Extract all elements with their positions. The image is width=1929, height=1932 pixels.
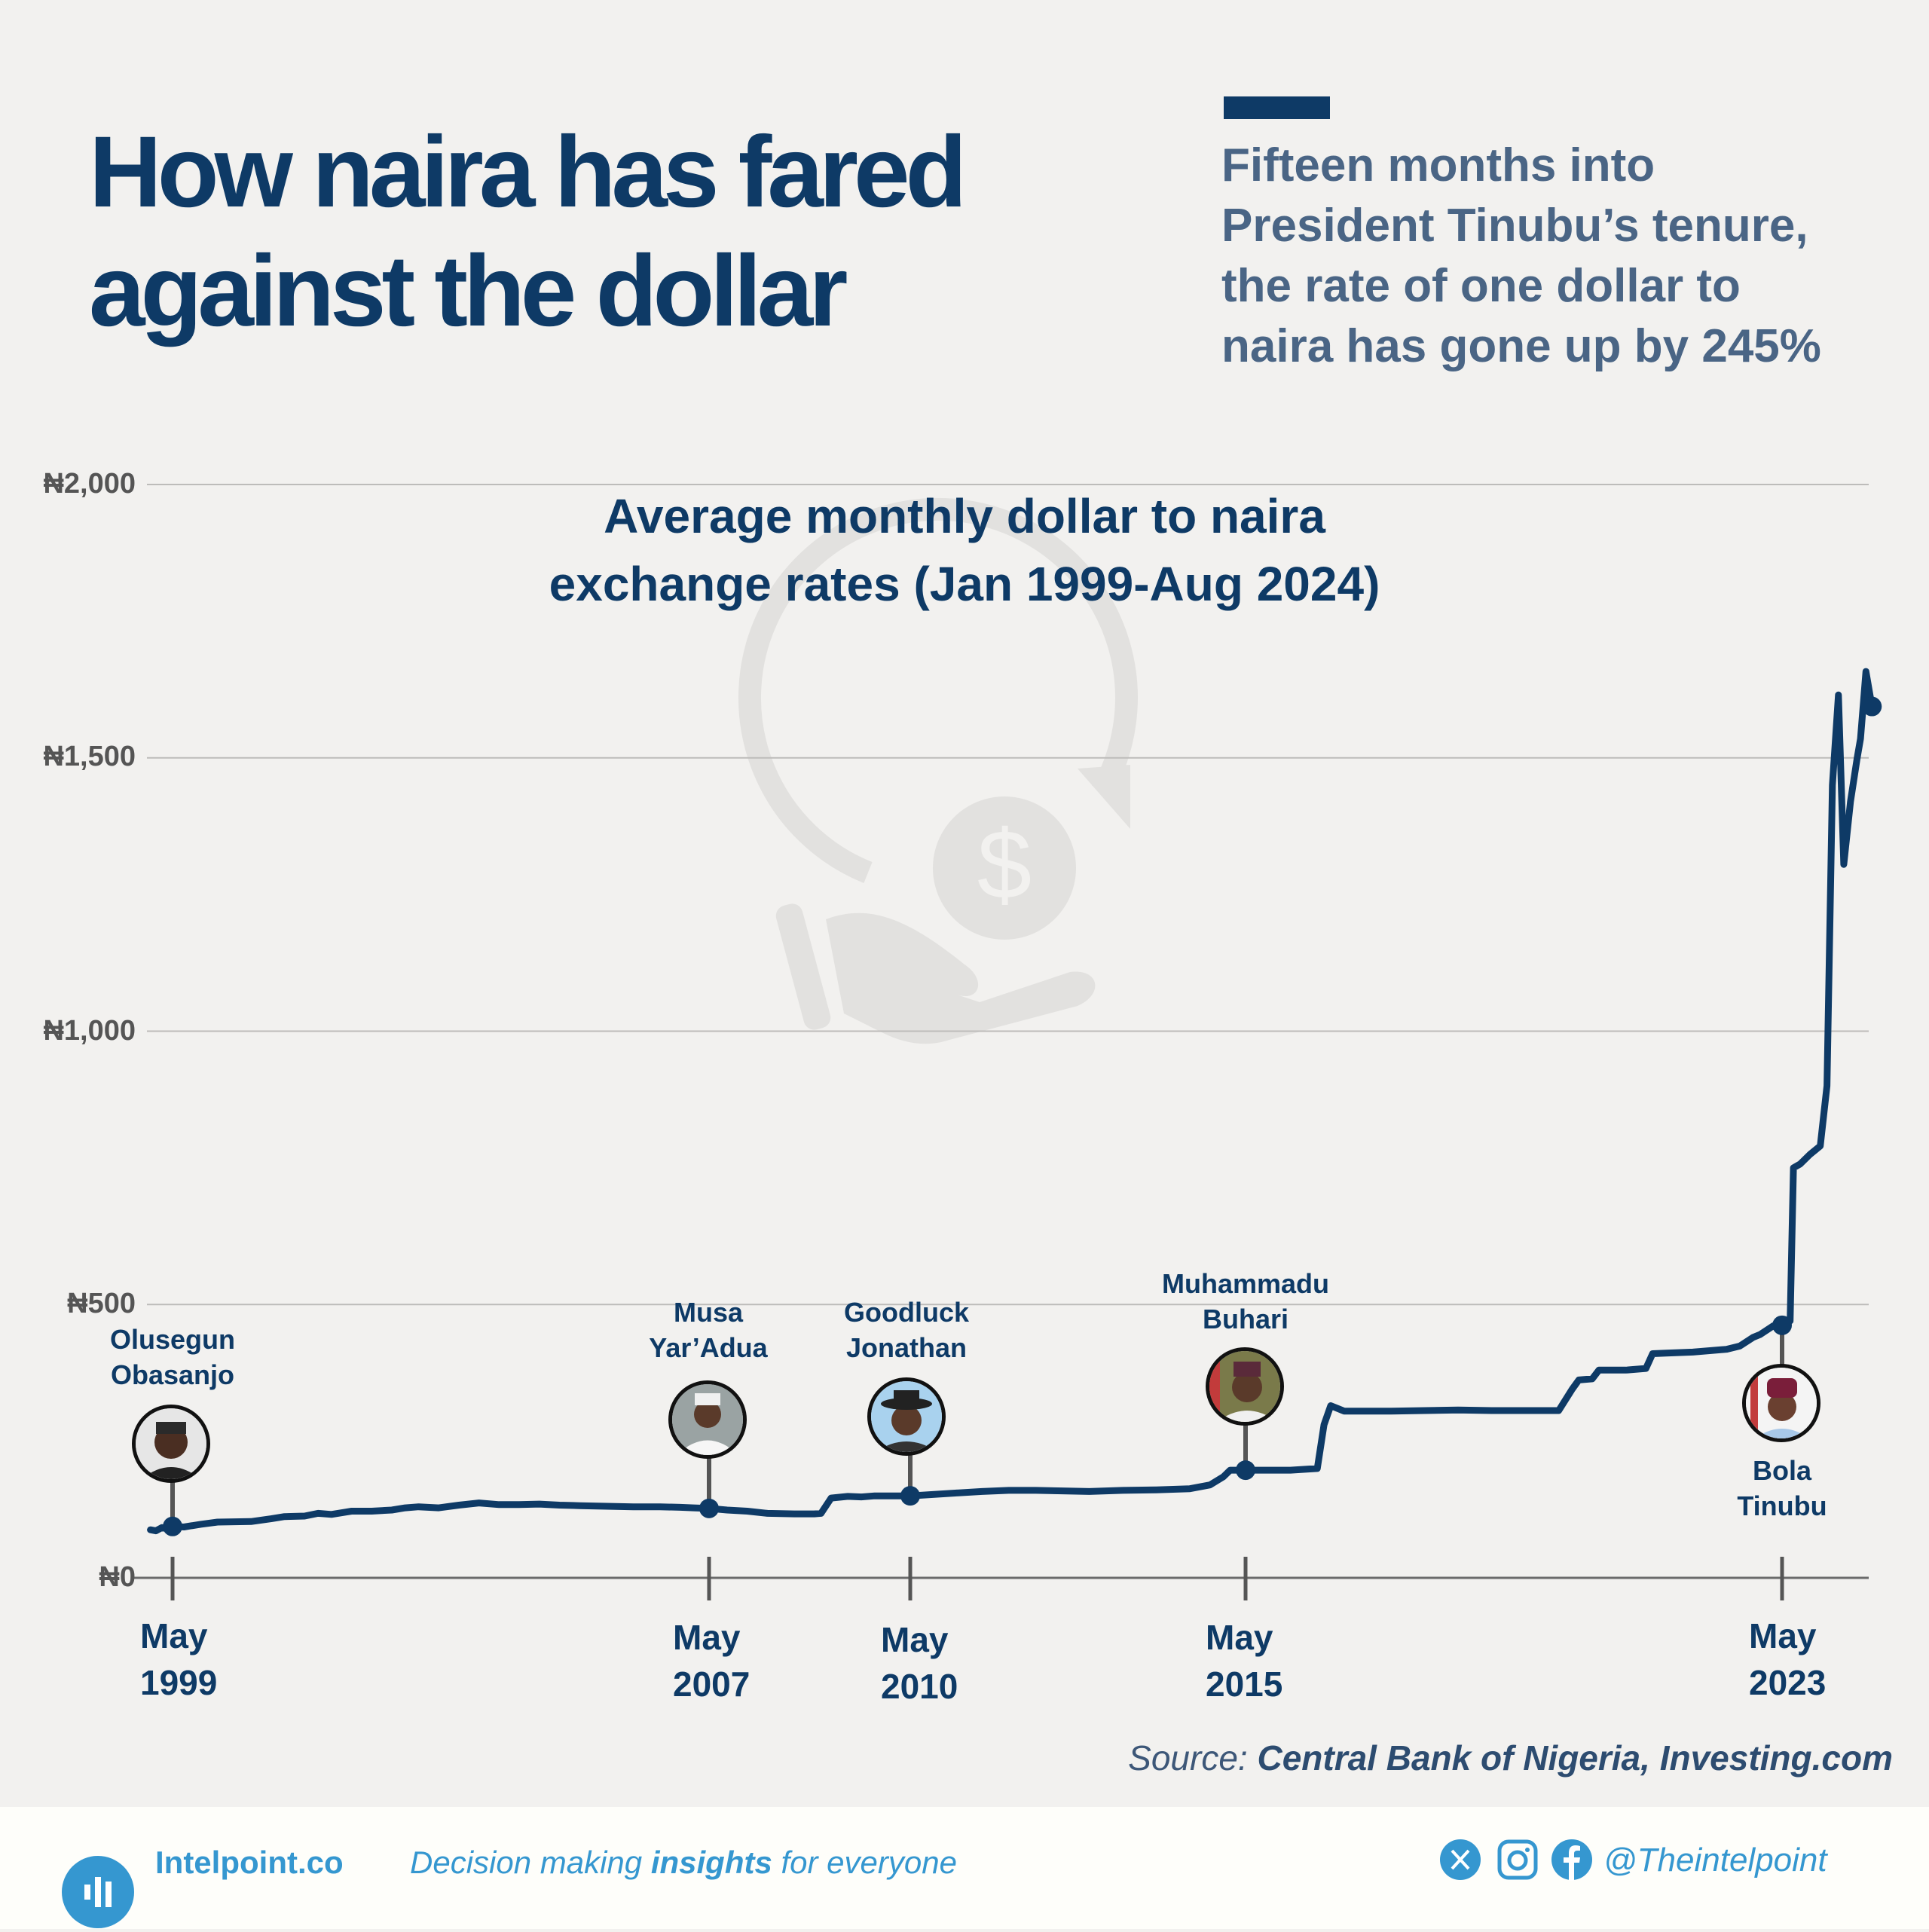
x-tick-year: 2010	[881, 1667, 958, 1706]
x-tick-label-2015: May 2015	[1206, 1614, 1282, 1707]
subtitle-line: the rate of one dollar to	[1221, 260, 1741, 312]
name-line: Goodluck	[843, 1297, 969, 1328]
x-tick-year: 1999	[140, 1663, 218, 1702]
annotation-dots	[163, 696, 1882, 1536]
accent-bar	[1224, 96, 1330, 119]
name-line: Obasanjo	[110, 1359, 235, 1390]
svg-text:$: $	[977, 809, 1032, 919]
series-end-dot	[1862, 696, 1882, 717]
x-tick-label-2010: May 2010	[881, 1616, 958, 1710]
x-axis-ticks	[170, 1557, 1784, 1600]
annotation-dot	[1772, 1315, 1792, 1335]
y-tick-label: ₦1,500	[43, 741, 136, 772]
intelpoint-logo-icon[interactable]	[62, 1856, 134, 1928]
source-note: Source: Central Bank of Nigeria, Investi…	[1128, 1738, 1893, 1778]
x-tick-label-1999: May 1999	[140, 1613, 217, 1706]
x-icon[interactable]	[1439, 1839, 1481, 1881]
annotation-dot	[1236, 1460, 1255, 1481]
person-portrait-icon	[1209, 1351, 1280, 1422]
tagline: Decision making insights for everyone	[410, 1845, 957, 1881]
subtitle-line: Fifteen months into	[1221, 139, 1655, 191]
avatar-obasanjo	[132, 1405, 210, 1483]
brand-name[interactable]: Intelpoint.co	[155, 1845, 344, 1880]
president-label-obasanjo: Olusegun Obasanjo	[60, 1322, 286, 1392]
facebook-icon[interactable]	[1551, 1839, 1593, 1881]
name-line: Muhammadu	[1161, 1268, 1329, 1299]
avatar-yaradua	[668, 1380, 747, 1459]
title-line-1: How naira has fared	[89, 116, 967, 228]
x-tick-label-2007: May 2007	[673, 1614, 750, 1707]
name-line: Musa	[673, 1297, 744, 1328]
chart-title: Average monthly dollar to naira exchange…	[452, 482, 1477, 618]
name-line: Yar’Adua	[649, 1332, 768, 1363]
name-line: Olusegun	[109, 1324, 235, 1355]
name-line: Buhari	[1202, 1304, 1289, 1334]
subtitle-line: President Tinubu’s tenure,	[1221, 200, 1808, 252]
avatar-tinubu	[1742, 1364, 1820, 1442]
president-label-buhari: Muhammadu Buhari	[1133, 1266, 1359, 1337]
x-tick-month: May	[140, 1616, 208, 1655]
name-line: Bola	[1752, 1455, 1811, 1486]
instagram-icon[interactable]	[1496, 1839, 1539, 1881]
x-tick-year: 2023	[1749, 1663, 1827, 1702]
bar-chart-icon	[84, 1877, 112, 1907]
tagline-pre: Decision making	[410, 1845, 651, 1880]
tagline-post: for everyone	[772, 1845, 957, 1880]
source-prefix: Source:	[1128, 1738, 1248, 1778]
x-tick-label-2023: May 2023	[1749, 1613, 1826, 1706]
x-tick-year: 2007	[673, 1665, 751, 1704]
y-tick-label: ₦500	[67, 1288, 136, 1319]
annotation-dot	[163, 1516, 182, 1536]
name-line: Tinubu	[1737, 1490, 1827, 1521]
person-portrait-icon	[871, 1381, 942, 1452]
x-tick-month: May	[1206, 1618, 1273, 1657]
chart-title-line: exchange rates (Jan 1999-Aug 2024)	[549, 557, 1380, 611]
president-label-yaradua: Musa Yar’Adua	[595, 1295, 821, 1365]
annotation-dot	[900, 1486, 920, 1506]
avatar-buhari	[1206, 1347, 1284, 1426]
exchange-rate-line	[147, 668, 1876, 1535]
title-line-2: against the dollar	[89, 235, 848, 347]
president-label-tinubu: Bola Tinubu	[1669, 1453, 1895, 1524]
line-chart: $	[132, 484, 1882, 1600]
avatar-jonathan	[867, 1377, 946, 1456]
page-title: How naira has fared against the dollar	[89, 113, 967, 351]
person-portrait-icon	[136, 1408, 206, 1479]
subtitle-line: naira has gone up by 245%	[1221, 320, 1821, 372]
x-tick-month: May	[673, 1618, 741, 1657]
x-tick-month: May	[881, 1620, 949, 1659]
social-handle[interactable]: @Theintelpoint	[1603, 1842, 1827, 1879]
x-tick-month: May	[1749, 1616, 1817, 1655]
subtitle: Fifteen months into President Tinubu’s t…	[1221, 136, 1915, 377]
footer	[0, 1807, 1929, 1929]
president-label-jonathan: Goodluck Jonathan	[793, 1295, 1020, 1365]
y-tick-label: ₦2,000	[43, 468, 136, 500]
person-portrait-icon	[1746, 1368, 1817, 1438]
x-tick-year: 2015	[1206, 1665, 1283, 1704]
name-line: Jonathan	[845, 1332, 967, 1363]
gridlines	[132, 484, 1869, 1579]
source-text: Central Bank of Nigeria, Investing.com	[1257, 1738, 1893, 1778]
y-tick-label: ₦0	[99, 1561, 136, 1593]
money-exchange-watermark-icon: $	[738, 497, 1138, 1044]
tagline-bold: insights	[650, 1845, 772, 1880]
person-portrait-icon	[672, 1384, 743, 1455]
y-tick-label: ₦1,000	[43, 1015, 136, 1047]
annotation-dot	[699, 1498, 719, 1518]
chart-title-line: Average monthly dollar to naira	[604, 489, 1325, 543]
